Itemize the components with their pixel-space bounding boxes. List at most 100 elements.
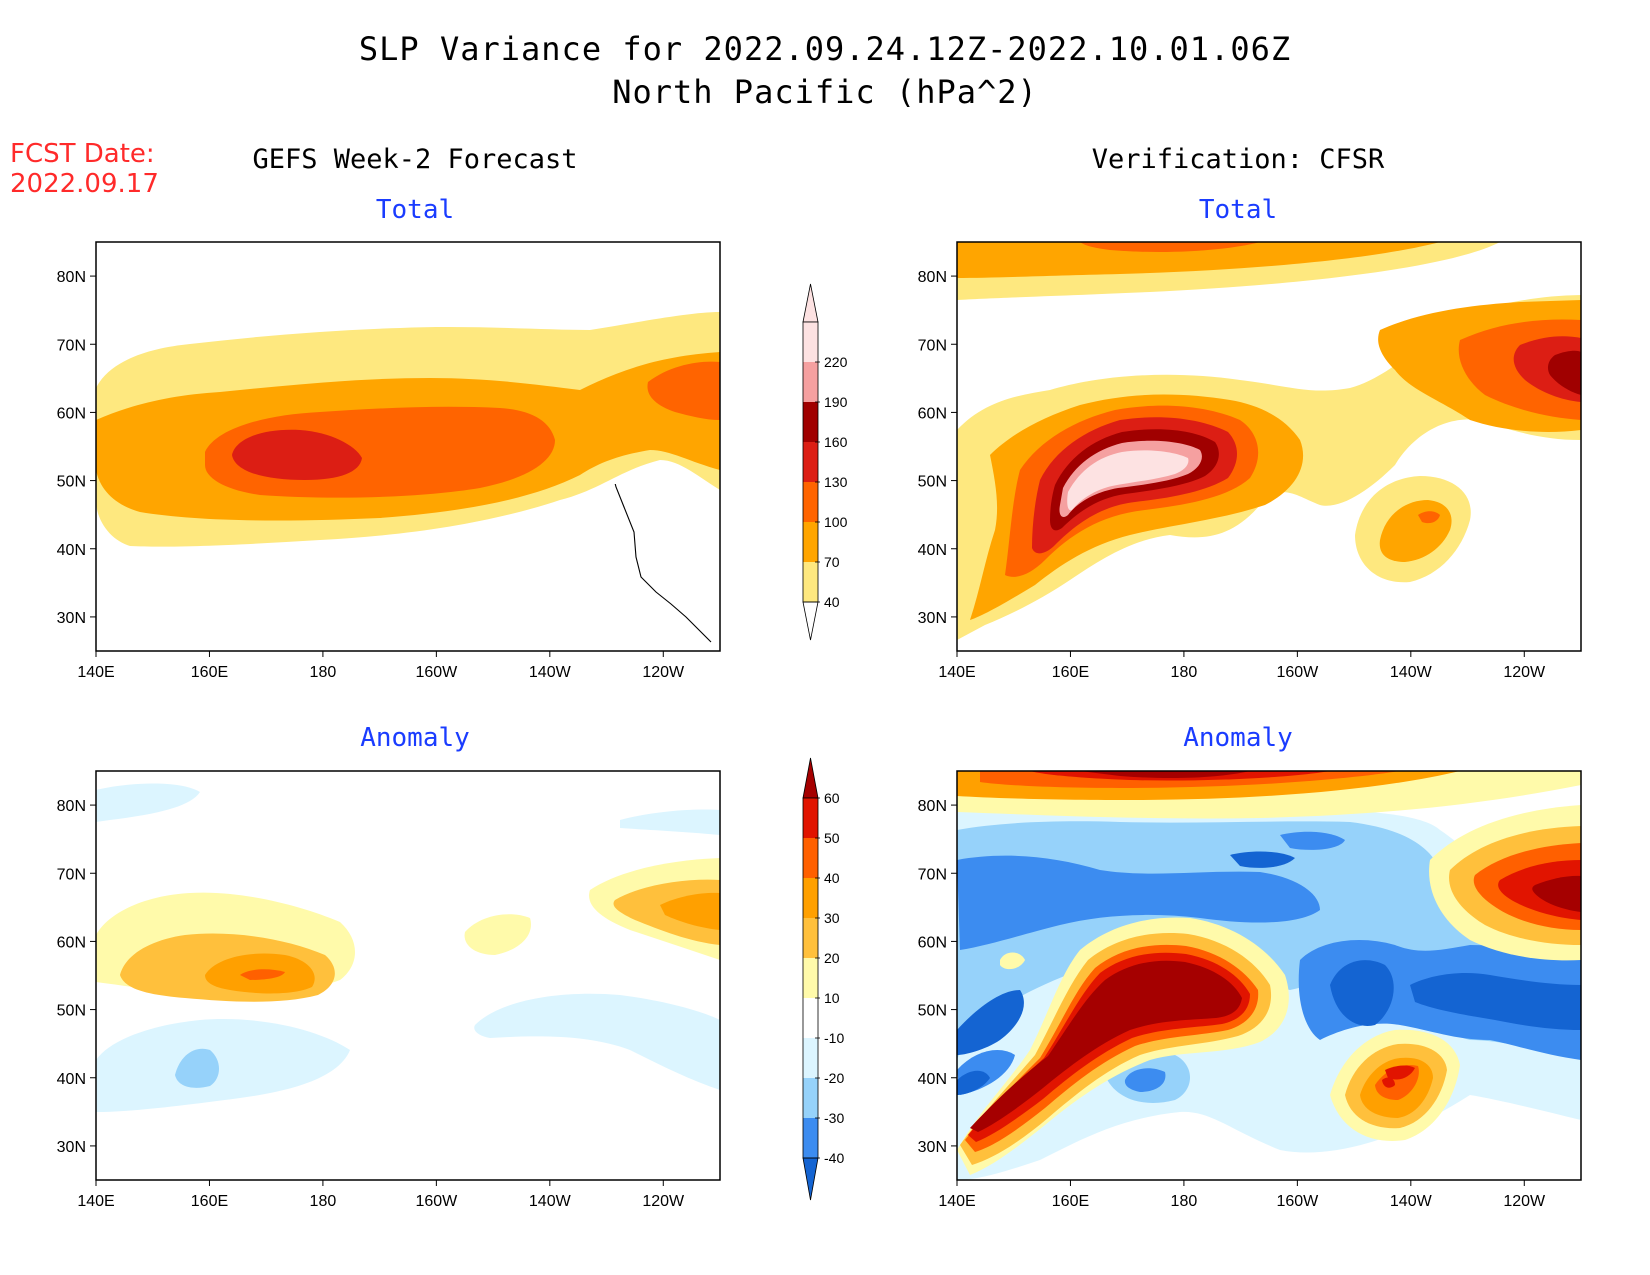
forecast-total-xtick-label: 140E bbox=[77, 664, 114, 681]
forecast-total-ytick-label: 70N bbox=[57, 337, 86, 354]
colorbar-anomaly-swatch bbox=[803, 838, 818, 878]
left-column-header: GEFS Week-2 Forecast bbox=[252, 144, 577, 175]
forecast-anomaly-ytick-label: 70N bbox=[57, 866, 86, 883]
colorbar-total-swatch bbox=[803, 442, 818, 482]
forecast-total-ytick-label: 60N bbox=[57, 405, 86, 422]
colorbar-total-label: 220 bbox=[824, 354, 848, 370]
colorbar-anomaly-swatch bbox=[803, 1038, 818, 1078]
verification-anomaly-ytick-label: 30N bbox=[918, 1139, 947, 1156]
verification-anomaly-ytick-label: 70N bbox=[918, 866, 947, 883]
colorbar-total-label: 40 bbox=[824, 594, 840, 610]
verification-anomaly-xtick-label: 140E bbox=[938, 1193, 975, 1210]
colorbar-anomaly-label: -30 bbox=[824, 1110, 844, 1126]
panel-title-verification-total: Total bbox=[1199, 195, 1277, 225]
colorbar-anomaly-swatch bbox=[803, 1118, 818, 1158]
right-column-header: Verification: CFSR bbox=[1092, 144, 1385, 175]
forecast-total-fill bbox=[96, 312, 720, 547]
colorbar-total: 40 70 100 130 160 190 220 bbox=[802, 283, 848, 641]
colorbar-anomaly-label: -10 bbox=[824, 1030, 844, 1046]
forecast-anomaly-ytick-label: 50N bbox=[57, 1003, 86, 1020]
colorbar-anomaly-label: 50 bbox=[824, 830, 840, 846]
forecast-anomaly-ytick-label: 60N bbox=[57, 934, 86, 951]
forecast-anomaly-ytick-label: 80N bbox=[57, 798, 86, 815]
colorbar-total-swatch bbox=[803, 562, 818, 602]
colorbar-total-label: 190 bbox=[824, 394, 848, 410]
colorbar-anomaly-swatch bbox=[803, 958, 818, 998]
forecast-anomaly-ytick-label: 40N bbox=[57, 1071, 86, 1088]
verification-anomaly-ytick-label: 80N bbox=[918, 798, 947, 815]
colorbar-total-top-arrow bbox=[802, 283, 819, 323]
colorbar-anomaly-swatch bbox=[803, 798, 818, 838]
forecast-total-xtick-label: 160W bbox=[415, 664, 458, 681]
fcst-label: FCST Date: bbox=[10, 139, 155, 169]
verification-anomaly-xtick-label: 160E bbox=[1052, 1193, 1089, 1210]
colorbar-anomaly: 60 50 40 30 20 10 -10 -20 -30 -40 bbox=[802, 757, 844, 1201]
colorbar-total-swatch bbox=[803, 522, 818, 562]
colorbar-anomaly-label: 40 bbox=[824, 870, 840, 886]
colorbar-total-swatch bbox=[803, 362, 818, 402]
colorbar-total-swatch bbox=[803, 322, 818, 362]
forecast-anomaly-xtick-label: 160E bbox=[191, 1193, 228, 1210]
forecast-anomaly-xtick-label: 140W bbox=[529, 1193, 572, 1210]
verification-anomaly-xtick-label: 140W bbox=[1390, 1193, 1433, 1210]
verification-anomaly-xtick-label: 180 bbox=[1171, 1193, 1198, 1210]
forecast-total-ytick-label: 30N bbox=[57, 610, 86, 627]
verification-total-ytick-label: 80N bbox=[918, 269, 947, 286]
verification-total-xtick-label: 180 bbox=[1171, 664, 1198, 681]
verification-total-xtick-label: 140E bbox=[938, 664, 975, 681]
verification-anomaly-xtick-label: 120W bbox=[1503, 1193, 1546, 1210]
verification-total-ytick-label: 60N bbox=[918, 405, 947, 422]
verification-total-ytick-label: 30N bbox=[918, 610, 947, 627]
colorbar-anomaly-label: 30 bbox=[824, 910, 840, 926]
verification-anomaly-ytick-label: 40N bbox=[918, 1071, 947, 1088]
forecast-anomaly-fill bbox=[96, 783, 720, 1112]
figure-title: SLP Variance for 2022.09.24.12Z-2022.10.… bbox=[359, 30, 1291, 68]
colorbar-anomaly-swatch bbox=[803, 998, 818, 1038]
colorbar-anomaly-label: 20 bbox=[824, 950, 840, 966]
colorbar-anomaly-swatch bbox=[803, 878, 818, 918]
forecast-total-xtick-label: 140W bbox=[529, 664, 572, 681]
fcst-date: 2022.09.17 bbox=[10, 169, 159, 199]
panel-title-forecast-anomaly: Anomaly bbox=[360, 723, 470, 753]
colorbar-total-label: 160 bbox=[824, 434, 848, 450]
verification-total-xtick-label: 160W bbox=[1276, 664, 1319, 681]
verification-anomaly-ytick-label: 60N bbox=[918, 934, 947, 951]
colorbar-anomaly-label: -20 bbox=[824, 1070, 844, 1086]
verification-total-fill bbox=[957, 242, 1581, 640]
colorbar-total-swatch bbox=[803, 402, 818, 442]
forecast-anomaly-xtick-label: 140E bbox=[77, 1193, 114, 1210]
colorbar-anomaly-label: -40 bbox=[824, 1150, 844, 1166]
forecast-total-xtick-label: 160E bbox=[191, 664, 228, 681]
verification-total-xtick-label: 140W bbox=[1390, 664, 1433, 681]
colorbar-anomaly-swatch bbox=[803, 918, 818, 958]
verification-anomaly-fill bbox=[957, 771, 1581, 1180]
forecast-total-xtick-label: 120W bbox=[642, 664, 685, 681]
colorbar-anomaly-label: 60 bbox=[824, 790, 840, 806]
forecast-anomaly-xtick-label: 120W bbox=[642, 1193, 685, 1210]
verification-anomaly-ytick-label: 50N bbox=[918, 1003, 947, 1020]
colorbar-anomaly-swatch bbox=[803, 1078, 818, 1118]
figure-subtitle: North Pacific (hPa^2) bbox=[612, 73, 1038, 111]
colorbar-total-label: 100 bbox=[824, 514, 848, 530]
panel-forecast-anomaly bbox=[95, 770, 721, 1181]
verification-total-ytick-label: 50N bbox=[918, 474, 947, 491]
axis-ticks: 140E 160E 180 160W 140W 120W 30N 40N 50N 60N 70N 80… bbox=[57, 269, 1546, 1210]
forecast-anomaly-ytick-label: 30N bbox=[57, 1139, 86, 1156]
colorbar-total-bottom-arrow bbox=[802, 601, 819, 641]
colorbar-total-swatch bbox=[803, 482, 818, 522]
forecast-total-ytick-label: 50N bbox=[57, 474, 86, 491]
colorbar-anomaly-label: 10 bbox=[824, 990, 840, 1006]
panel-verification-total bbox=[956, 241, 1582, 652]
verification-total-xtick-label: 120W bbox=[1503, 664, 1546, 681]
colorbar-anomaly-top-arrow bbox=[802, 757, 819, 799]
forecast-anomaly-xtick-label: 180 bbox=[310, 1193, 337, 1210]
verification-total-xtick-label: 160E bbox=[1052, 664, 1089, 681]
forecast-total-ytick-label: 80N bbox=[57, 269, 86, 286]
verification-total-ytick-label: 70N bbox=[918, 337, 947, 354]
colorbar-total-label: 130 bbox=[824, 474, 848, 490]
verification-total-ytick-label: 40N bbox=[918, 542, 947, 559]
forecast-anomaly-xtick-label: 160W bbox=[415, 1193, 458, 1210]
panel-verification-anomaly bbox=[956, 770, 1582, 1181]
forecast-total-xtick-label: 180 bbox=[310, 664, 337, 681]
